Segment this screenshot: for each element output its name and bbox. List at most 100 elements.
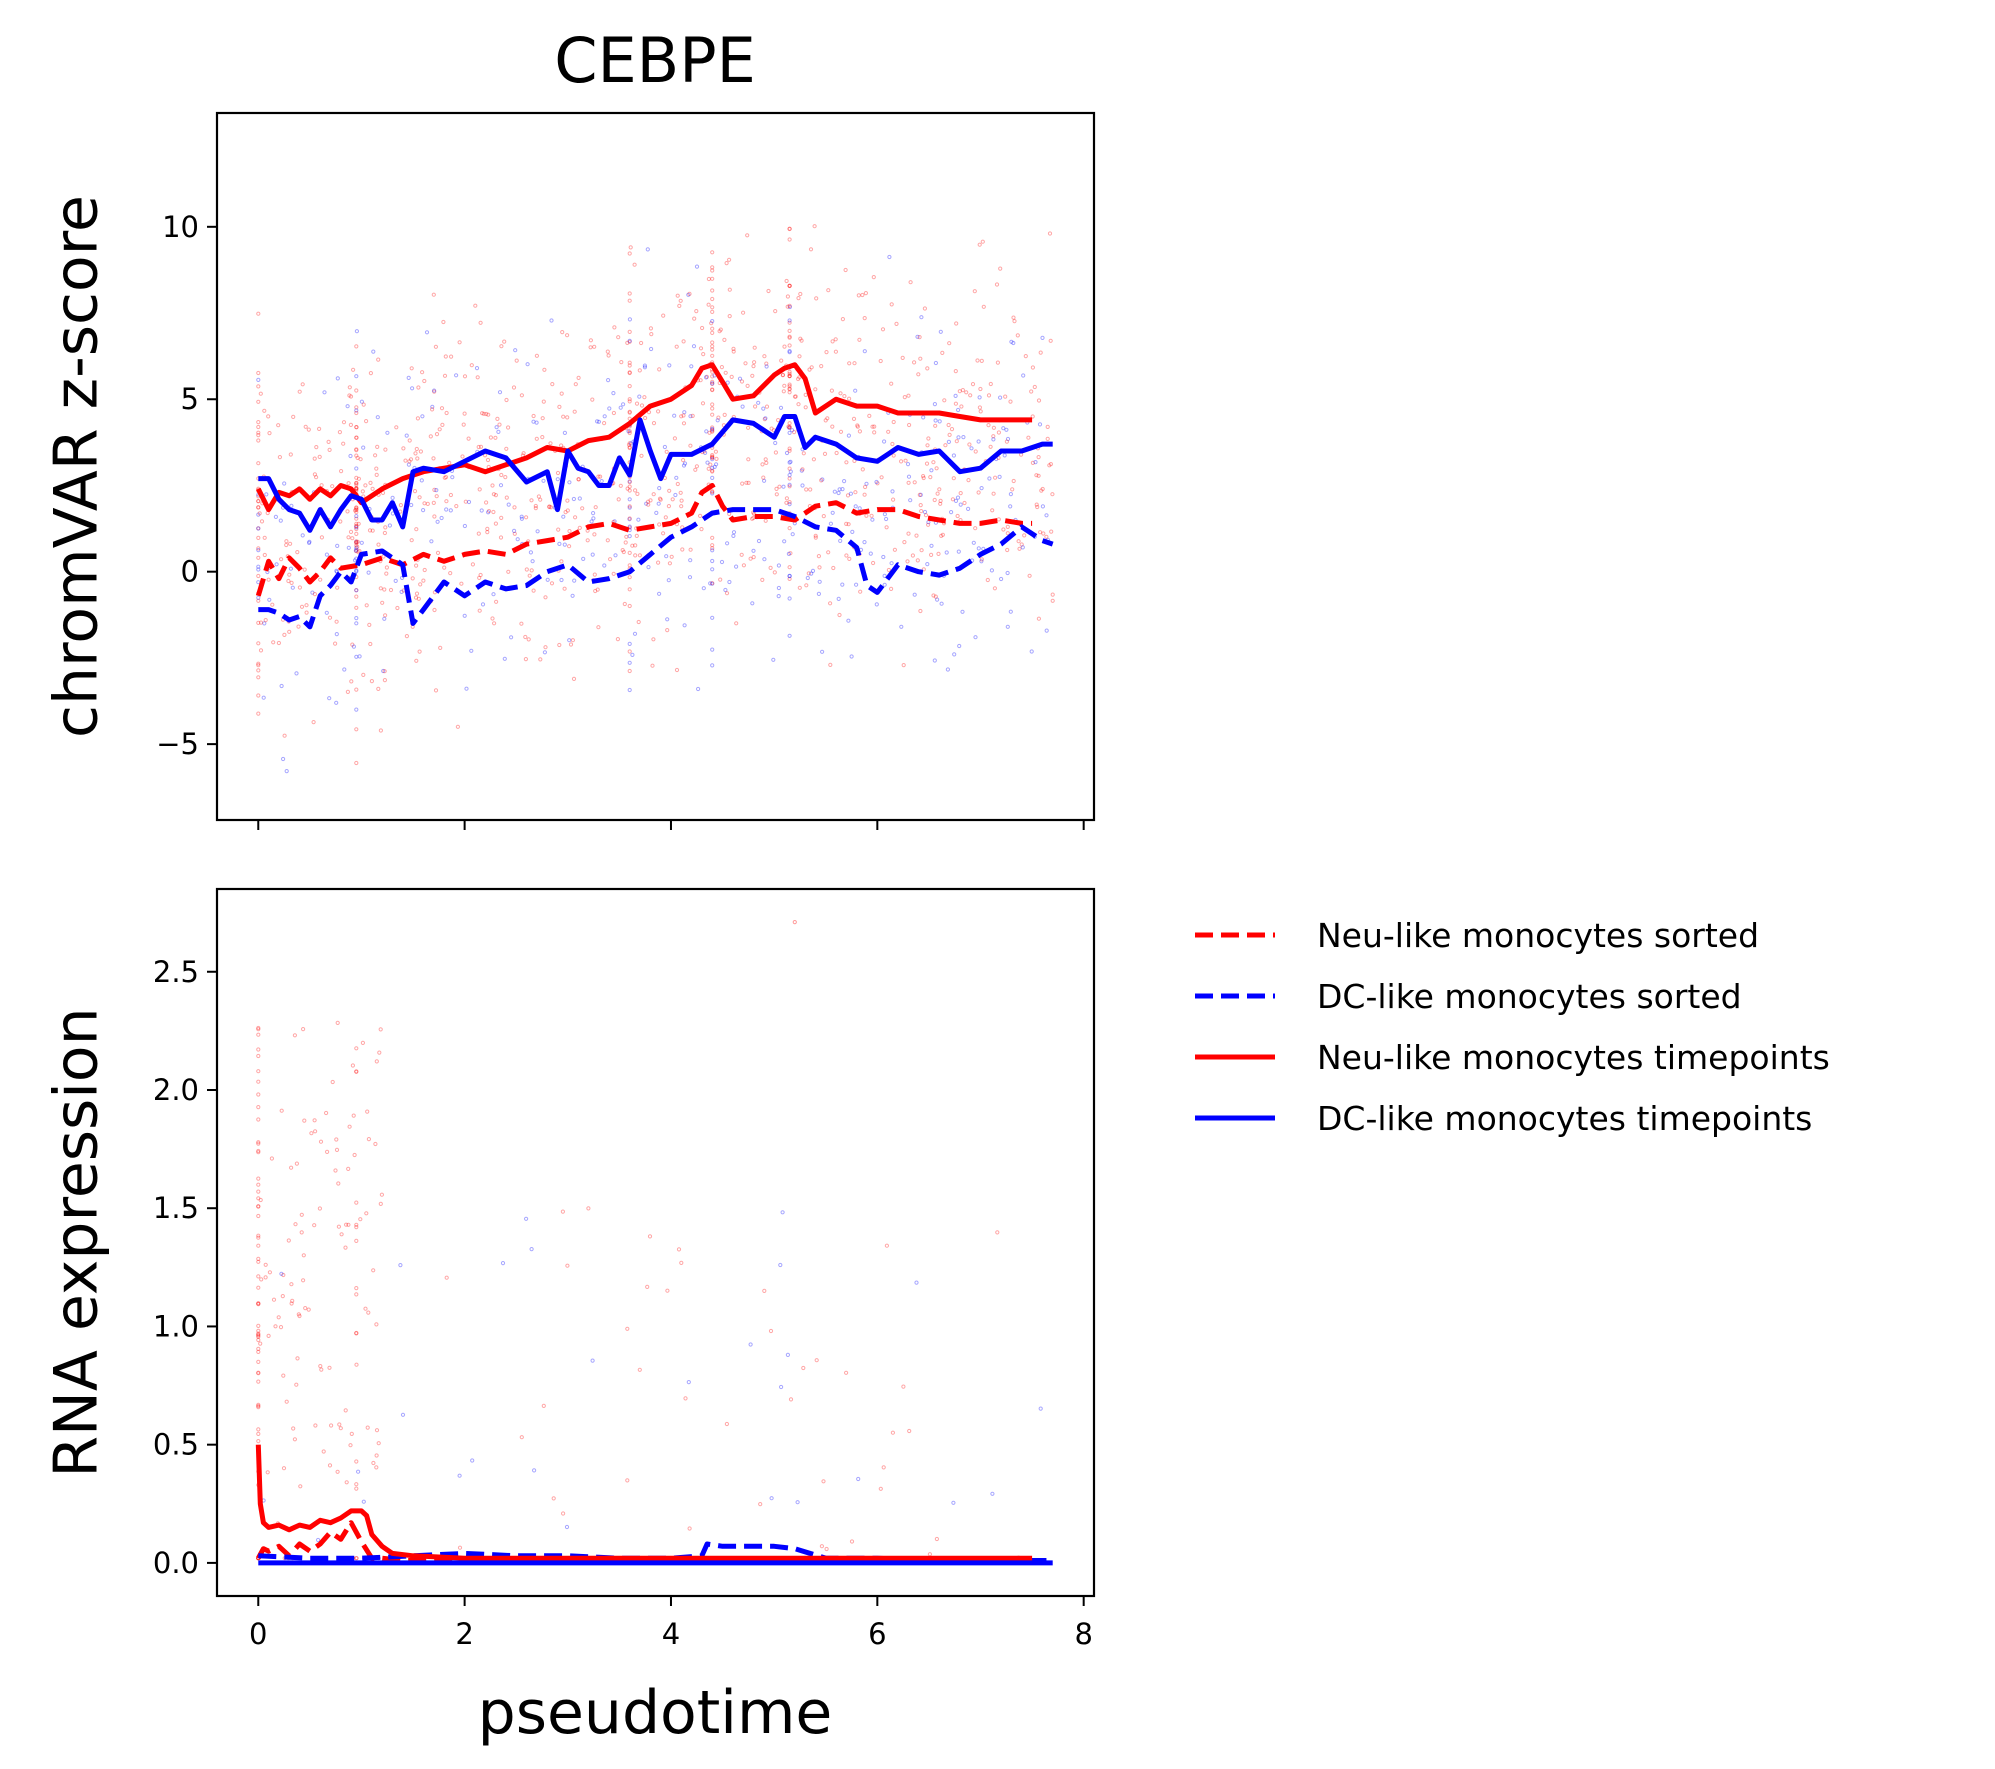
dc-cell-point [513, 348, 518, 353]
neu-cell-point [256, 1301, 261, 1306]
neu-cell-point [858, 589, 863, 594]
neu-cell-point [343, 1245, 348, 1250]
neu-cell-point [706, 302, 711, 307]
neu-cell-point [744, 480, 749, 485]
neu-cell-point [442, 565, 447, 570]
neu-cell-point [384, 565, 389, 570]
neu-cell-point [787, 448, 792, 453]
neu-cell-point [826, 288, 831, 293]
neu-cell-point [900, 355, 905, 360]
neu-cell-point [346, 1222, 351, 1227]
dc-cell-point [778, 405, 784, 410]
neu-cell-point [354, 605, 359, 610]
neu-cell-point [947, 432, 952, 437]
dc-cell-point [787, 596, 792, 601]
neu-cell-point [256, 711, 261, 716]
neu-cell-point [514, 358, 519, 363]
neu-cell-point [760, 577, 765, 583]
neu-cell-point [824, 350, 829, 355]
neu-cell-point [1040, 486, 1045, 492]
neu-cell-point [592, 572, 597, 577]
neu-cell-point [803, 392, 808, 397]
neu-cell-point [543, 595, 548, 600]
neu-cell-point [627, 410, 632, 415]
neu-cell-point [538, 657, 543, 662]
neu-cell-point [1036, 616, 1042, 621]
dc-cell-point [969, 446, 974, 451]
neu-cell-point [634, 401, 640, 406]
neu-cell-point [267, 1270, 272, 1275]
neu-cell-point [1047, 463, 1052, 468]
neu-cell-point [299, 1230, 304, 1235]
neu-cell-point [416, 385, 421, 390]
dc-cell-point [710, 426, 715, 431]
neu-cell-point [542, 367, 547, 372]
dc-cell-point [725, 541, 730, 546]
neu-cell-point [457, 1545, 463, 1550]
neu-cell-point [354, 1069, 359, 1074]
neu-cell-point [448, 571, 453, 576]
neu-cell-point [645, 1284, 650, 1290]
neu-cell-point [493, 521, 498, 526]
neu-cell-point [921, 567, 926, 572]
dc-cell-point [627, 524, 632, 529]
neu-cell-point [596, 625, 601, 630]
neu-cell-point [792, 394, 798, 399]
neu-cell-point [761, 475, 766, 480]
neu-cell-point [860, 292, 865, 298]
neu-cell-point [674, 344, 679, 349]
neu-cell-point [678, 490, 683, 495]
dc-cell-point [606, 378, 611, 383]
dc-cell-point [674, 475, 679, 480]
dc-cell-point [1005, 624, 1010, 629]
neu-cell-point [938, 498, 943, 503]
neu-cell-point [764, 460, 769, 465]
dc-cell-point [469, 648, 474, 653]
neu-cell-point [787, 335, 792, 340]
neu-cell-point [627, 587, 632, 592]
dc-cell-point [420, 414, 425, 419]
neu-cell-point [256, 505, 261, 510]
neu-cell-point [632, 262, 637, 267]
neu-cell-point [481, 411, 486, 416]
neu-cell-point [699, 527, 704, 532]
dc-cell-point [710, 465, 715, 470]
dc-cell-point [979, 559, 984, 564]
neu-cell-point [263, 1262, 268, 1267]
neu-cell-point [881, 1465, 886, 1470]
dc-cell-point [627, 687, 632, 693]
neu-cell-point [875, 481, 880, 486]
neu-cell-point [980, 239, 985, 244]
neu-cell-point [688, 547, 693, 552]
dc-cell-point [788, 469, 793, 474]
dc-cell-point [714, 462, 719, 467]
dc-cell-point [779, 1384, 784, 1390]
neu-cell-point [568, 642, 574, 647]
neu-cell-point [524, 515, 529, 520]
neu-cell-point [394, 425, 399, 430]
neu-cell-point [824, 1546, 829, 1552]
neu-cell-point [358, 457, 363, 462]
neu-cell-point [356, 476, 361, 481]
neu-cell-point [622, 601, 627, 607]
dc-cell-point [264, 492, 269, 497]
neu-cell-point [317, 426, 322, 431]
x-tick-label: 4 [662, 1617, 680, 1651]
neu-cell-point [373, 1141, 378, 1147]
neu-cell-point [1035, 504, 1040, 510]
neu-cell-point [378, 586, 383, 591]
dc-cell-point [627, 505, 632, 510]
neu-cell-point [627, 603, 632, 609]
dc-cell-point [627, 660, 632, 665]
neu-cell-point [787, 424, 792, 429]
dc-cell-point [944, 550, 949, 555]
bottom-axis-ticks: 0.00.51.01.52.02.50 2 4 6 8 [153, 955, 1093, 1651]
dc-cell-point [322, 390, 327, 395]
dc-cell-point [541, 478, 546, 483]
neu-cell-point [360, 489, 365, 494]
dc-cell-point [479, 508, 484, 513]
neu-cell-point [354, 1362, 359, 1367]
neu-cell-point [256, 1176, 261, 1181]
dc-cell-point [933, 360, 939, 366]
